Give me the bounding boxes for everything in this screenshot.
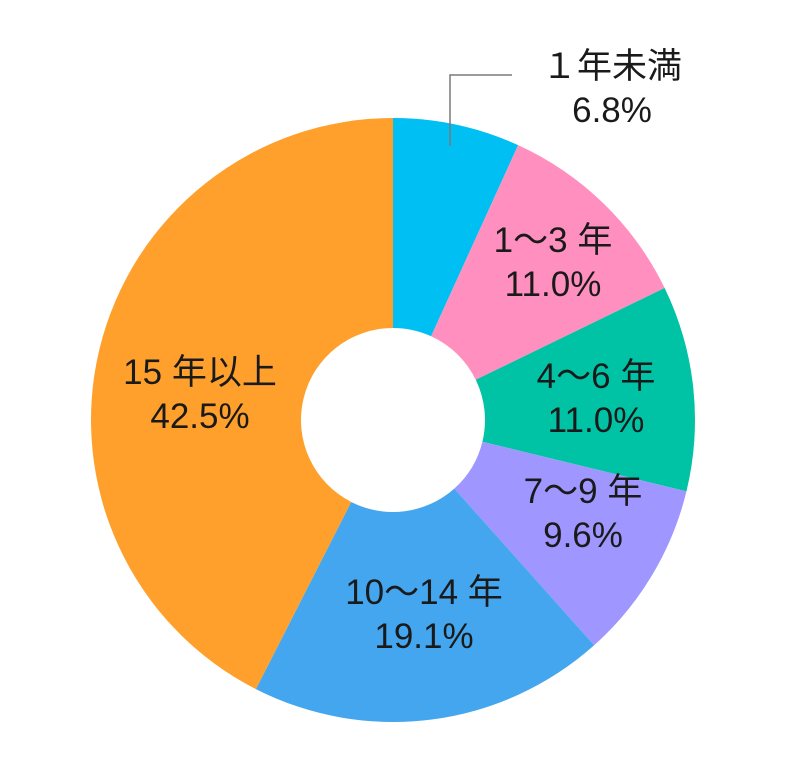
slice-6-wedge: [91, 118, 393, 690]
slice-6-value-label: 42.5%: [150, 397, 249, 436]
labels-layer: １年未満 6.8% 1～3 年 11.0% 4～6 年 11.0% 7～9 年 9.6% 10～…: [123, 47, 682, 656]
slice-6-category-label: 15 年以上: [123, 353, 277, 392]
slice-5-category-label: 10～14 年: [345, 573, 503, 612]
slice-2-wedge: [431, 145, 665, 380]
slice-5-wedge: [255, 488, 595, 722]
slices-layer: [91, 118, 695, 722]
slice-3-category-label: 4～6 年: [537, 357, 656, 396]
slice-1-wedge: [393, 118, 519, 337]
slice-4-value-label: 9.6%: [543, 516, 623, 555]
slice-4-wedge: [454, 441, 687, 646]
slice-2-value-label: 11.0%: [505, 265, 602, 304]
slice-4-category-label: 7～9 年: [524, 472, 643, 511]
slice-1-value-label: 6.8%: [572, 91, 652, 130]
slice-2-category-label: 1～3 年: [494, 221, 613, 260]
slice-3-value-label: 11.0%: [548, 401, 645, 440]
slice-3-wedge: [475, 287, 695, 492]
slice-1-leader-line: [449, 74, 512, 146]
slice-5-value-label: 19.1%: [374, 617, 473, 656]
slice-1-category-label: １年未満: [542, 47, 682, 86]
